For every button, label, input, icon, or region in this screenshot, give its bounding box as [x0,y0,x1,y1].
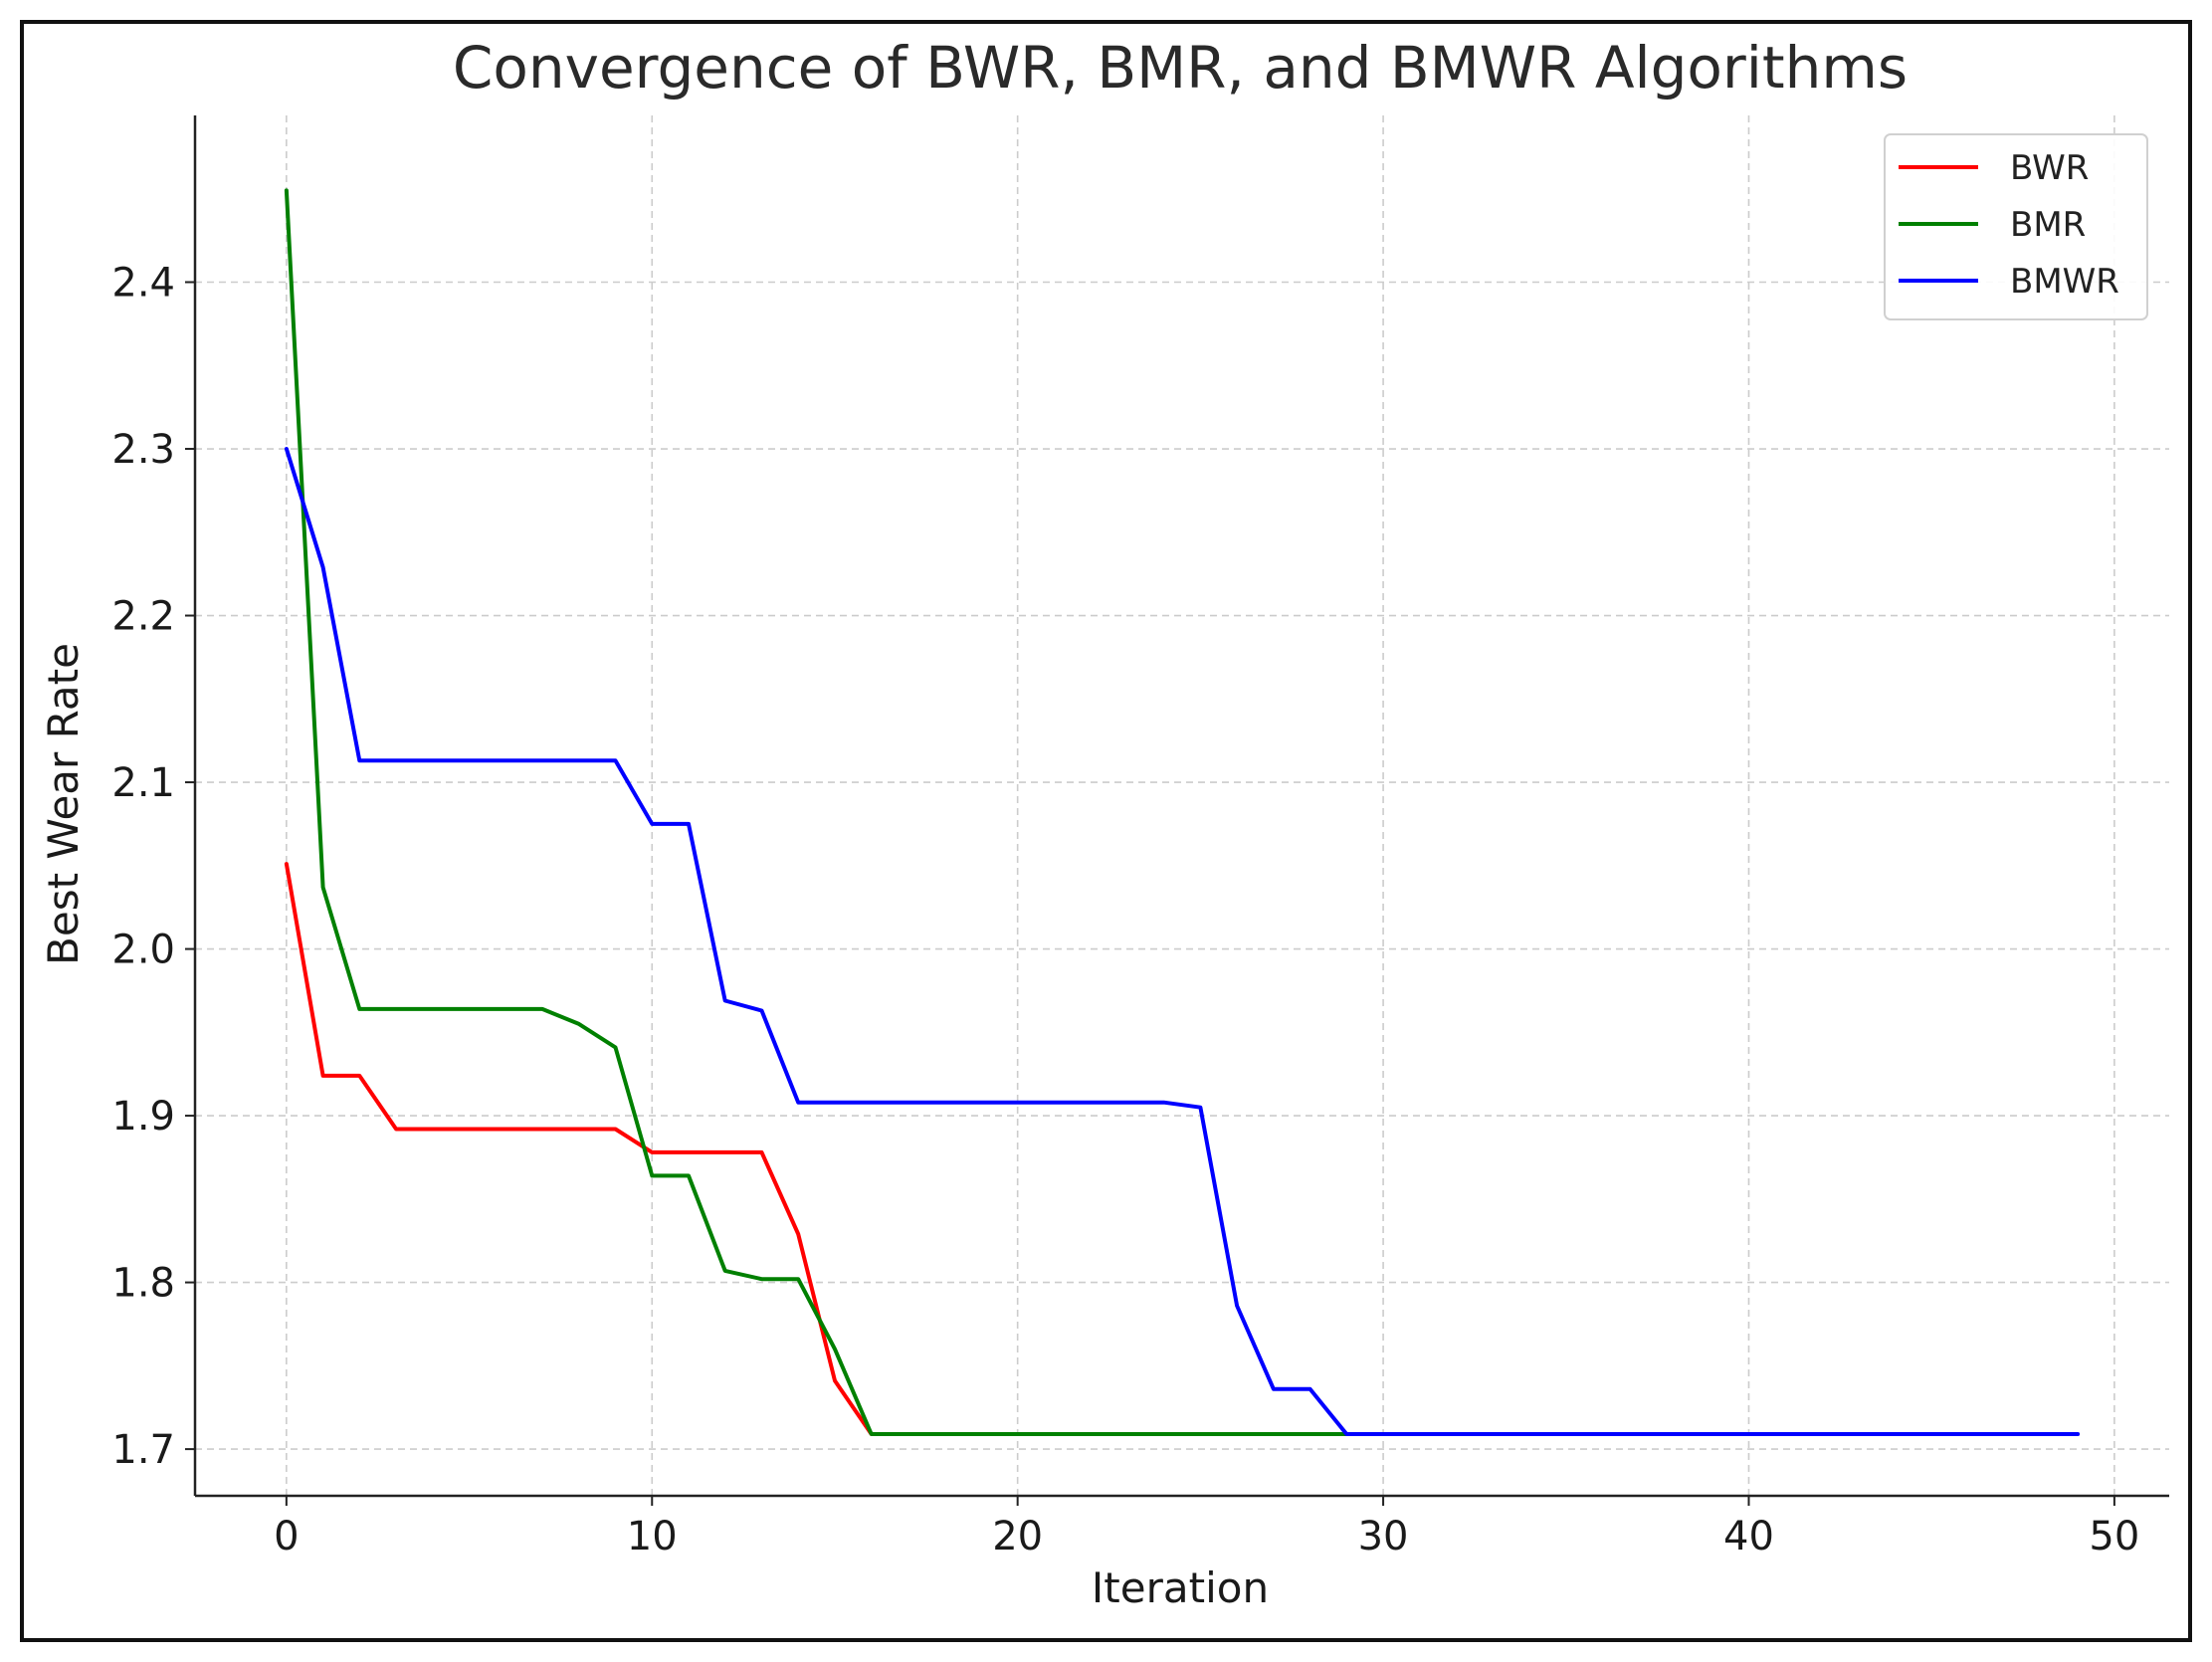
x-axis-title: Iteration [1092,1563,1269,1612]
grid [195,115,2169,1496]
y-tick-label: 1.7 [111,1427,175,1473]
y-tick-label: 2.4 [111,261,175,307]
series-line-bmwr [284,447,2081,1436]
legend-box [1884,133,2148,320]
y-tick-label: 2.0 [111,928,175,973]
x-tick-label: 30 [1358,1514,1409,1559]
x-tick-label: 0 [274,1514,299,1559]
legend-label-bwr: BWR [2010,148,2089,188]
y-tick-label: 2.3 [111,427,175,473]
x-tick-label: 40 [1723,1514,1774,1559]
legend-items: BWR BMR BMWR [1899,148,2119,302]
y-tick-label: 1.8 [111,1261,175,1307]
axes [193,115,2169,1498]
y-tick-label: 1.9 [111,1094,175,1140]
legend: BWR BMR BMWR [1884,133,2148,320]
y-tick-label: 2.2 [111,594,175,640]
series-line-bmr [284,188,1349,1436]
y-axis-title: Best Wear Rate [39,643,88,965]
legend-label-bmwr: BMWR [2010,262,2119,302]
legend-label-bmr: BMR [2010,205,2086,245]
chart-frame [20,20,2192,1642]
y-tick-label: 2.1 [111,760,175,806]
x-tick-label: 20 [992,1514,1043,1559]
x-tick-label: 50 [2089,1514,2139,1559]
chart-title: Convergence of BWR, BMR, and BMWR Algori… [453,34,1908,102]
x-tick-label: 10 [627,1514,678,1559]
series-lines [284,188,2081,1436]
tick-labels: 0 10 20 30 40 50 1.7 1.8 1.9 2.0 2.1 2.2 2.3 2.4 [111,261,2139,1559]
